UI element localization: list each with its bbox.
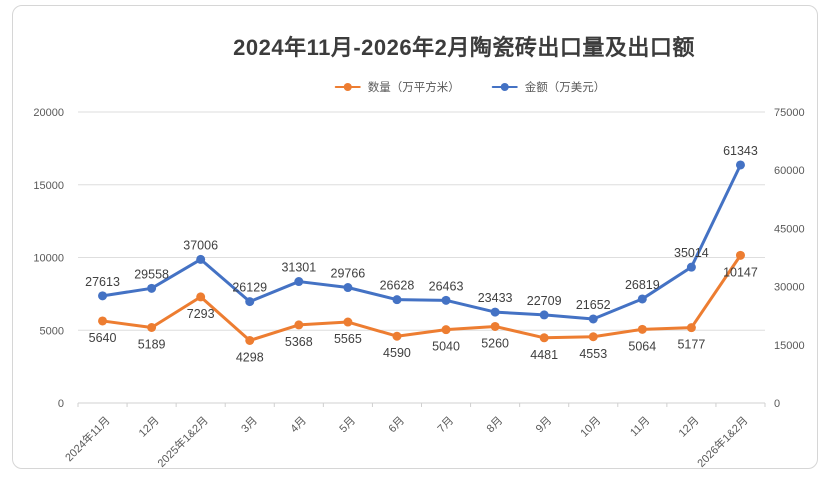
data-label-amount-3: 26129 xyxy=(232,281,267,295)
data-label-amount-12: 35014 xyxy=(674,246,709,260)
data-label-quantity-4: 5368 xyxy=(285,335,313,349)
y-axis-label-left: 0 xyxy=(58,398,64,410)
data-point-amount-5 xyxy=(343,283,353,293)
data-point-quantity-6 xyxy=(392,331,402,341)
data-point-quantity-3 xyxy=(245,335,255,345)
data-label-amount-5: 29766 xyxy=(331,267,366,281)
series-line-amount xyxy=(101,163,742,321)
data-point-amount-13 xyxy=(735,160,745,170)
legend-line-dot-icon-quantity xyxy=(334,85,361,89)
data-label-quantity-3: 4298 xyxy=(236,350,264,364)
data-label-amount-13: 61343 xyxy=(723,144,758,158)
y-axis-label-right: 60000 xyxy=(774,165,805,177)
data-label-quantity-2: 7293 xyxy=(187,307,215,321)
x-axis-label: 2024年11月 xyxy=(62,413,113,464)
data-point-quantity-7 xyxy=(441,325,451,335)
y-axis-label-right: 15000 xyxy=(774,340,805,352)
x-axis-label: 6月 xyxy=(386,415,407,436)
y-axis-label-left: 5000 xyxy=(40,325,64,337)
data-label-amount-9: 22709 xyxy=(527,294,562,308)
x-axis-label: 2026年1&2月 xyxy=(694,413,751,470)
data-label-amount-6: 26628 xyxy=(380,279,415,293)
data-label-amount-0: 27613 xyxy=(85,275,120,289)
data-point-quantity-5 xyxy=(343,317,353,327)
data-point-amount-7 xyxy=(441,295,451,305)
data-point-amount-8 xyxy=(490,307,500,317)
data-label-amount-2: 37006 xyxy=(183,238,218,252)
data-label-amount-10: 21652 xyxy=(576,298,611,312)
data-label-amount-1: 29558 xyxy=(134,267,169,281)
data-label-quantity-0: 5640 xyxy=(89,331,117,345)
data-label-quantity-6: 4590 xyxy=(383,346,411,360)
y-axis-label-right: 30000 xyxy=(774,282,805,294)
x-axis-label: 10月 xyxy=(578,415,603,440)
data-point-amount-1 xyxy=(147,283,157,293)
data-label-amount-7: 26463 xyxy=(429,279,464,293)
legend-item-amount: 金额（万美元） xyxy=(491,79,606,95)
data-label-quantity-9: 4481 xyxy=(530,348,558,362)
data-point-quantity-11 xyxy=(637,324,647,334)
data-label-quantity-1: 5189 xyxy=(138,338,166,352)
data-point-amount-6 xyxy=(392,295,402,305)
data-point-quantity-9 xyxy=(539,333,549,343)
data-label-amount-11: 26819 xyxy=(625,278,660,292)
data-label-quantity-10: 4553 xyxy=(579,347,607,361)
y-axis-label-left: 10000 xyxy=(33,253,64,265)
data-point-amount-0 xyxy=(98,291,108,301)
data-point-quantity-1 xyxy=(147,323,157,333)
y-axis-label-right: 45000 xyxy=(774,223,805,235)
chart-card xyxy=(12,5,818,469)
data-label-amount-4: 31301 xyxy=(281,261,316,275)
x-axis-label: 12月 xyxy=(137,415,162,440)
x-axis-label: 8月 xyxy=(485,415,506,436)
x-axis-label: 3月 xyxy=(239,415,260,436)
series-line-quantity xyxy=(101,253,742,342)
data-point-quantity-10 xyxy=(588,332,598,342)
data-point-quantity-13 xyxy=(735,250,745,260)
legend-label-quantity: 数量（万平方米） xyxy=(367,82,460,94)
data-point-amount-11 xyxy=(637,294,647,304)
data-point-quantity-0 xyxy=(98,316,108,326)
x-axis-label: 9月 xyxy=(534,415,555,436)
x-axis-label: 2025年1&2月 xyxy=(154,413,211,470)
data-point-quantity-2 xyxy=(196,292,206,302)
chart-legend: 数量（万平方米） 金额（万美元） xyxy=(334,79,606,95)
data-point-quantity-8 xyxy=(490,321,500,331)
legend-item-quantity: 数量（万平方米） xyxy=(334,79,460,95)
legend-label-amount: 金额（万美元） xyxy=(524,82,606,94)
y-axis-label-right: 75000 xyxy=(774,107,805,119)
data-point-quantity-12 xyxy=(686,323,696,333)
chart-title: 2024年11月-2026年2月陶瓷砖出口量及出口额 xyxy=(233,35,695,60)
data-point-amount-9 xyxy=(539,310,549,320)
data-label-quantity-12: 5177 xyxy=(677,338,705,352)
data-label-quantity-11: 5064 xyxy=(628,339,656,353)
data-point-amount-2 xyxy=(196,254,206,264)
x-axis-label: 7月 xyxy=(436,415,457,436)
data-label-quantity-13: 10147 xyxy=(723,265,758,279)
data-point-amount-12 xyxy=(686,262,696,272)
legend-line-dot-icon-amount xyxy=(491,85,518,89)
data-point-amount-4 xyxy=(294,277,304,287)
y-axis-label-left: 15000 xyxy=(33,180,64,192)
data-point-amount-3 xyxy=(245,297,255,307)
data-label-quantity-8: 5260 xyxy=(481,336,509,350)
y-axis-label-right: 0 xyxy=(774,398,780,410)
data-point-quantity-4 xyxy=(294,320,304,330)
x-axis-label: 12月 xyxy=(677,415,702,440)
x-axis-label: 5月 xyxy=(337,415,358,436)
data-point-amount-10 xyxy=(588,314,598,324)
data-label-quantity-7: 5040 xyxy=(432,340,460,354)
x-axis-label: 4月 xyxy=(288,415,309,436)
x-axis-label: 11月 xyxy=(628,415,652,439)
data-label-quantity-5: 5565 xyxy=(334,332,362,346)
y-axis-label-left: 20000 xyxy=(33,107,64,119)
data-label-amount-8: 23433 xyxy=(478,291,513,305)
